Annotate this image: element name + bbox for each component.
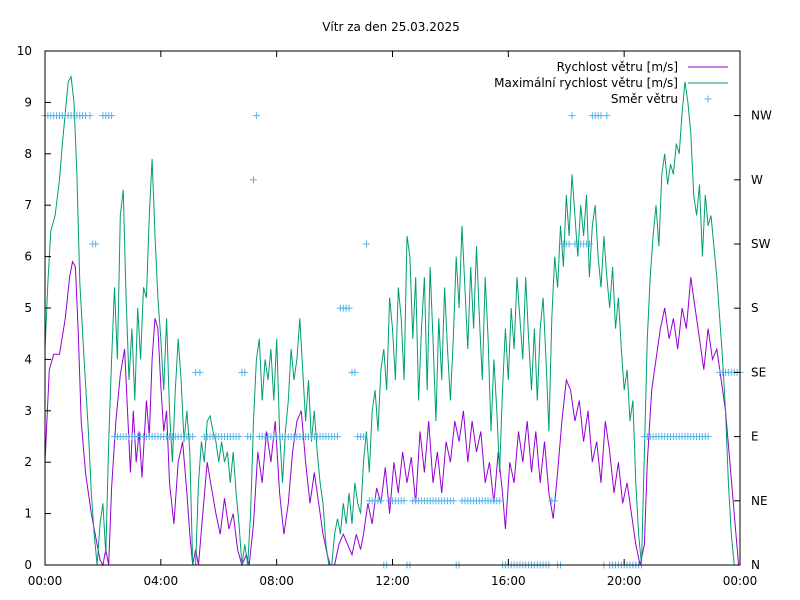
x-tick-label: 20:00 bbox=[607, 574, 642, 588]
direction-point bbox=[360, 433, 368, 441]
direction-point bbox=[603, 112, 611, 120]
direction-point bbox=[241, 368, 249, 376]
direction-point bbox=[551, 497, 559, 505]
direction-point bbox=[345, 304, 353, 312]
direction-point bbox=[196, 368, 204, 376]
direction-point bbox=[189, 433, 197, 441]
direction-markers bbox=[41, 112, 744, 569]
y-right-tick-label: W bbox=[751, 173, 763, 187]
y-left-tick-label: 10 bbox=[17, 44, 32, 58]
x-tick-label: 12:00 bbox=[375, 574, 410, 588]
y-left-tick-label: 7 bbox=[24, 198, 32, 212]
legend-marker-2 bbox=[704, 95, 712, 103]
direction-point bbox=[496, 497, 504, 505]
y-right-tick-label: N bbox=[751, 558, 760, 572]
direction-point bbox=[377, 497, 385, 505]
y-left-tick-label: 5 bbox=[24, 301, 32, 315]
y-left-tick-label: 2 bbox=[24, 455, 32, 469]
x-tick-label: 00:00 bbox=[723, 574, 758, 588]
direction-point bbox=[247, 433, 255, 441]
legend-label-2: Směr větru bbox=[611, 92, 678, 106]
x-tick-label: 08:00 bbox=[259, 574, 294, 588]
series-line-0 bbox=[44, 260, 740, 567]
legend: Rychlost větru [m/s] Maximální rychlost v… bbox=[494, 60, 728, 106]
direction-point bbox=[235, 433, 243, 441]
direction-point bbox=[585, 240, 593, 248]
x-tick-label: 16:00 bbox=[491, 574, 526, 588]
direction-point bbox=[250, 176, 257, 184]
direction-point bbox=[400, 497, 408, 505]
direction-point bbox=[92, 240, 100, 248]
direction-point bbox=[252, 112, 260, 120]
direction-point bbox=[333, 433, 341, 441]
y-left-tick-label: 4 bbox=[24, 352, 32, 366]
y-right-tick-label: SE bbox=[751, 365, 766, 379]
axes: 0 1 2 3 4 5 6 7 8 9 10 N NE E SE S SW W NW 00:00 04:00 08:00 1… bbox=[17, 44, 772, 588]
y-left-tick-label: 6 bbox=[24, 250, 32, 264]
series-line-1 bbox=[44, 75, 735, 566]
direction-point bbox=[86, 112, 94, 120]
series-lines bbox=[44, 75, 740, 567]
y-right-tick-label: E bbox=[751, 430, 759, 444]
direction-point bbox=[362, 240, 370, 248]
y-left-tick-label: 1 bbox=[24, 507, 32, 521]
y-left-tick-label: 0 bbox=[24, 558, 32, 572]
x-tick-label: 04:00 bbox=[144, 574, 179, 588]
legend-label-0: Rychlost větru [m/s] bbox=[557, 60, 678, 74]
y-right-tick-label: NW bbox=[751, 109, 772, 123]
y-left-tick-label: 3 bbox=[24, 404, 32, 418]
y-right-tick-label: SW bbox=[751, 237, 771, 251]
y-right-tick-label: NE bbox=[751, 494, 768, 508]
direction-point bbox=[108, 112, 116, 120]
direction-point bbox=[704, 433, 712, 441]
y-right-tick-label: S bbox=[751, 301, 759, 315]
direction-point bbox=[568, 112, 576, 120]
y-left-tick-label: 8 bbox=[24, 147, 32, 161]
direction-point bbox=[449, 497, 457, 505]
legend-label-1: Maximální rychlost větru [m/s] bbox=[494, 76, 678, 90]
x-tick-label: 00:00 bbox=[28, 574, 63, 588]
direction-point bbox=[351, 368, 359, 376]
y-left-tick-label: 9 bbox=[24, 95, 32, 109]
chart-title: Vítr za den 25.03.2025 bbox=[322, 20, 460, 34]
